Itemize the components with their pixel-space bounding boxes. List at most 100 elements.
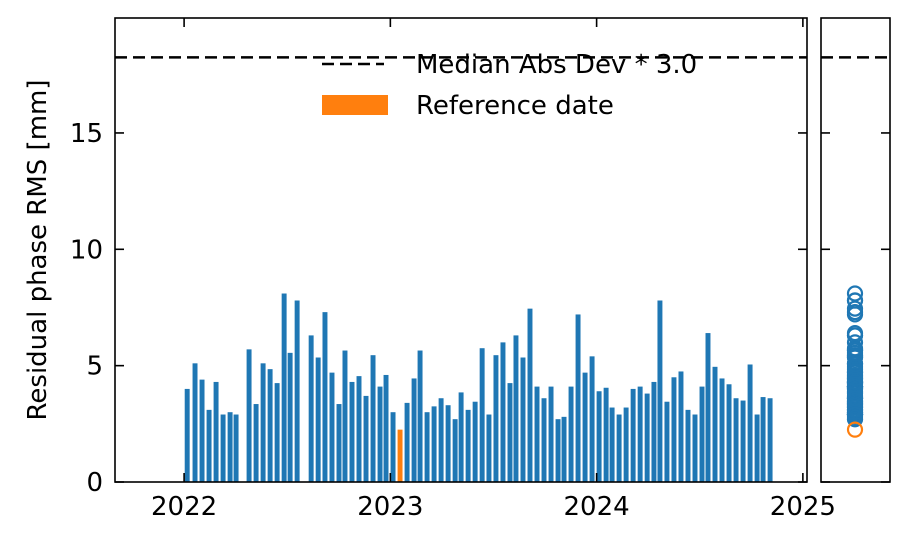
bar xyxy=(582,372,588,482)
bar xyxy=(322,312,328,482)
bar xyxy=(754,414,760,482)
x-tick-label: 2022 xyxy=(151,492,217,522)
legend-label: Reference date xyxy=(416,91,614,121)
bar xyxy=(417,350,423,482)
bar xyxy=(363,395,369,482)
bar xyxy=(637,386,643,482)
bar xyxy=(657,300,663,482)
bar xyxy=(692,414,698,482)
bar xyxy=(452,419,458,482)
bar xyxy=(747,364,753,482)
bar xyxy=(260,363,266,482)
legend-label: Median Abs Dev * 3.0 xyxy=(416,50,697,80)
distribution-point xyxy=(846,300,864,317)
bar xyxy=(233,414,239,482)
bar xyxy=(404,402,410,482)
bar xyxy=(712,366,718,482)
bar xyxy=(424,412,430,482)
x-tick-label: 2023 xyxy=(357,492,423,522)
bar xyxy=(589,356,595,482)
bar xyxy=(370,355,376,482)
bar xyxy=(377,386,383,482)
y-tick-label: 0 xyxy=(86,468,103,498)
bar xyxy=(719,378,725,482)
bar xyxy=(767,398,773,482)
bar xyxy=(493,355,499,482)
bar xyxy=(329,372,335,482)
bar xyxy=(220,414,226,482)
bar xyxy=(664,401,670,482)
bar xyxy=(513,335,519,482)
bar xyxy=(630,388,636,482)
distribution-point xyxy=(846,292,864,309)
bar xyxy=(534,386,540,482)
bar xyxy=(500,342,506,482)
bar xyxy=(472,401,478,482)
bar xyxy=(603,387,609,482)
bar xyxy=(192,363,198,482)
distribution-point xyxy=(846,348,864,365)
bar xyxy=(507,383,513,482)
y-tick-label: 15 xyxy=(70,119,103,149)
bar xyxy=(486,414,492,482)
bar xyxy=(411,378,417,482)
distribution-point xyxy=(846,406,864,423)
bar xyxy=(445,405,451,482)
bar xyxy=(438,398,444,482)
bar xyxy=(760,397,766,482)
distribution-point xyxy=(846,363,864,380)
bar xyxy=(184,388,190,482)
bar xyxy=(623,407,629,482)
bar xyxy=(671,377,677,482)
bar xyxy=(431,406,437,482)
bar xyxy=(541,398,547,482)
bar xyxy=(199,379,205,482)
bar xyxy=(740,400,746,482)
distribution-point xyxy=(846,401,864,418)
bar xyxy=(733,398,739,482)
bar xyxy=(699,386,705,482)
bar xyxy=(246,349,252,482)
y-axis-label: Residual phase RMS [mm] xyxy=(23,80,53,421)
distribution-point xyxy=(846,356,864,373)
y-tick-label: 5 xyxy=(86,352,103,382)
distribution-point xyxy=(846,390,864,407)
bar xyxy=(465,409,471,482)
bar xyxy=(561,416,567,482)
bar xyxy=(575,314,581,482)
bar xyxy=(267,369,273,482)
bar xyxy=(568,386,574,482)
bar xyxy=(555,419,561,482)
distribution-point xyxy=(846,421,864,438)
bar xyxy=(479,348,485,482)
y-tick-label: 10 xyxy=(70,235,103,265)
bar xyxy=(315,357,321,482)
x-tick-label: 2024 xyxy=(564,492,630,522)
bar xyxy=(651,381,657,482)
distribution-point xyxy=(846,285,864,302)
bar xyxy=(527,308,533,482)
bar xyxy=(397,429,403,482)
bar xyxy=(253,404,259,482)
bar xyxy=(336,404,342,482)
bar xyxy=(227,412,233,482)
bar xyxy=(609,407,615,482)
bar xyxy=(356,376,362,482)
bar xyxy=(726,384,732,482)
bar xyxy=(705,333,711,482)
bar xyxy=(685,409,691,482)
bar xyxy=(206,409,212,482)
bar xyxy=(274,383,280,482)
bar xyxy=(520,357,526,482)
bar xyxy=(390,412,396,482)
bar xyxy=(287,352,293,482)
bar xyxy=(458,392,464,482)
bar xyxy=(616,414,622,482)
bar xyxy=(383,374,389,482)
x-tick-label: 2025 xyxy=(770,492,836,522)
distribution-point xyxy=(846,340,864,357)
bar xyxy=(644,393,650,482)
bar xyxy=(281,293,287,482)
bar xyxy=(678,371,684,482)
